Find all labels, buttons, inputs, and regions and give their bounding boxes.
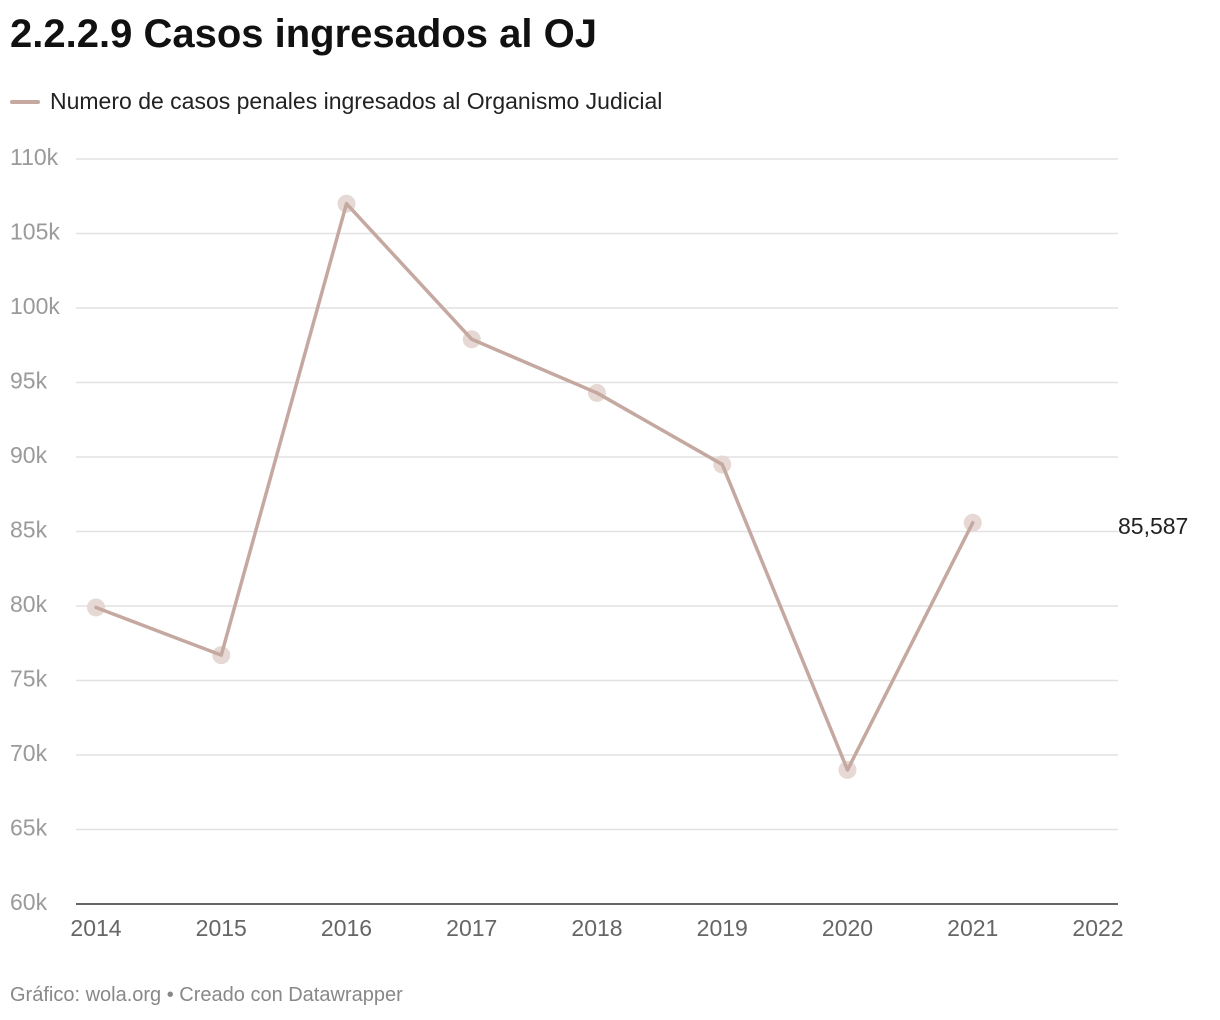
y-tick-label: 105k [10,219,60,245]
x-tick-label: 2014 [70,915,121,941]
y-tick-label: 75k [10,666,48,692]
x-tick-label: 2015 [196,915,247,941]
legend-label: Numero de casos penales ingresados al Or… [50,88,663,114]
x-tick-label: 2018 [571,915,622,941]
y-tick-label: 110k [10,144,59,170]
y-tick-label: 80k [10,591,48,617]
y-tick-label: 85k [10,517,48,543]
chart-title: 2.2.2.9 Casos ingresados al OJ [10,12,597,56]
y-tick-label: 90k [10,442,48,468]
y-tick-label: 60k [10,889,48,915]
footer-credit: Gráfico: wola.org • Creado con Datawrapp… [10,984,403,1006]
series-line [94,201,975,772]
x-tick-label: 2017 [446,915,497,941]
end-value-label: 85,587 [1118,513,1188,539]
legend: Numero de casos penales ingresados al Or… [10,88,662,115]
x-tick-label: 2021 [947,915,998,941]
y-tick-label: 100k [10,293,60,319]
x-tick-label: 2016 [321,915,372,941]
x-tick-label: 2020 [822,915,873,941]
x-tick-label: 2022 [1072,915,1123,941]
legend-swatch [10,99,40,104]
y-tick-label: 95k [10,368,48,394]
y-tick-label: 65k [10,815,48,841]
y-tick-label: 70k [10,740,48,766]
x-tick-label: 2019 [697,915,748,941]
